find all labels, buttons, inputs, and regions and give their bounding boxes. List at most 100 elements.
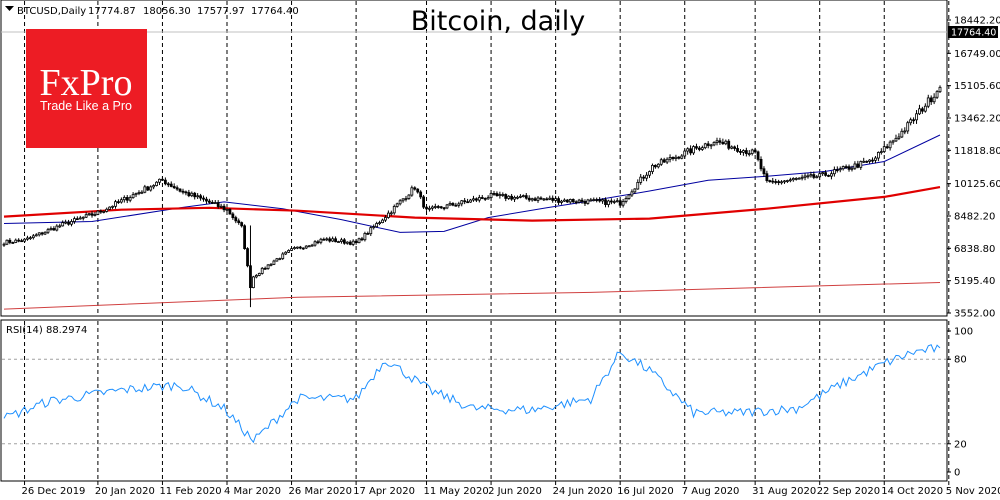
candle [727, 139, 731, 151]
candle [166, 182, 170, 188]
y-tick-label: 10125.60 [954, 179, 1000, 190]
ma-line [3, 186, 941, 222]
rsi-y-tick-label: 0 [954, 468, 960, 479]
candle [193, 191, 197, 200]
logo-main: FxPro [40, 62, 133, 104]
x-tick-label: 16 Jul 2020 [617, 486, 674, 497]
candle [747, 150, 751, 157]
candle [533, 196, 537, 202]
candle [882, 144, 886, 154]
candle [213, 200, 217, 205]
candle [296, 246, 299, 250]
candle [114, 199, 117, 209]
candle [935, 90, 939, 99]
candle [645, 172, 648, 182]
candle [284, 251, 288, 256]
candle [416, 188, 420, 194]
candle [260, 267, 264, 275]
candle [228, 208, 232, 215]
candle [175, 185, 179, 191]
candle [407, 194, 411, 200]
candle [915, 110, 918, 124]
candle [703, 142, 707, 150]
candle [225, 208, 229, 211]
candle [384, 215, 387, 223]
candle [718, 137, 722, 145]
candle [181, 188, 185, 195]
candle [653, 164, 657, 169]
fxpro-logo: FxPro Trade Like a Pro [26, 29, 147, 148]
candle [410, 185, 414, 197]
candle [551, 195, 555, 203]
candle [460, 199, 464, 207]
candle [665, 157, 669, 165]
candle [345, 241, 349, 245]
vertical-grid [24, 1, 950, 480]
candle [920, 106, 924, 114]
candle [923, 103, 927, 113]
candle [325, 237, 329, 242]
candle [868, 159, 871, 164]
candle [360, 236, 364, 242]
x-tick-label: 26 Mar 2020 [289, 486, 352, 497]
candle [237, 218, 241, 225]
y-tick-label: 6838.80 [954, 244, 995, 255]
candle [313, 240, 317, 247]
header-open: 17774.87 [88, 6, 136, 17]
candle [354, 239, 358, 245]
candle [504, 193, 508, 202]
candle [17, 238, 21, 243]
candle [630, 189, 634, 198]
candle [736, 144, 739, 153]
candle [331, 236, 335, 243]
candle [592, 197, 596, 202]
candle [568, 198, 572, 204]
x-tick-label: 24 Jun 2020 [553, 486, 613, 497]
candle [838, 166, 842, 173]
candle [765, 170, 769, 183]
candle [466, 198, 469, 204]
candle [146, 185, 150, 191]
candle [75, 216, 79, 221]
candle [524, 192, 528, 200]
candle [812, 171, 816, 180]
candle [134, 192, 138, 198]
candle [486, 195, 490, 200]
candle [451, 202, 455, 207]
candle [143, 184, 147, 194]
candle [677, 155, 681, 160]
candle [122, 195, 126, 203]
candle [131, 192, 135, 199]
candle [636, 179, 640, 190]
x-tick-label: 20 Jan 2020 [95, 486, 155, 497]
candle [909, 117, 913, 126]
candle [513, 195, 516, 203]
candle [216, 200, 220, 209]
candle [81, 216, 85, 221]
candle [671, 156, 675, 161]
candle [806, 173, 810, 179]
candle [700, 145, 704, 151]
candle [595, 197, 599, 203]
candle [205, 196, 208, 204]
candle [263, 266, 267, 270]
candle [527, 195, 531, 202]
candle [272, 259, 276, 266]
candle [210, 200, 214, 205]
candle [742, 149, 745, 156]
candle [73, 216, 76, 224]
candle [140, 190, 144, 195]
candle [891, 139, 895, 145]
candle [340, 237, 343, 244]
candle [363, 231, 367, 242]
candle [589, 197, 593, 202]
candle [794, 177, 798, 181]
candle [463, 197, 467, 205]
candle [58, 223, 62, 228]
candle [404, 195, 408, 202]
candle [554, 195, 558, 203]
candle [598, 197, 602, 203]
candle [328, 236, 332, 243]
candle [155, 181, 158, 187]
candle [768, 179, 772, 183]
